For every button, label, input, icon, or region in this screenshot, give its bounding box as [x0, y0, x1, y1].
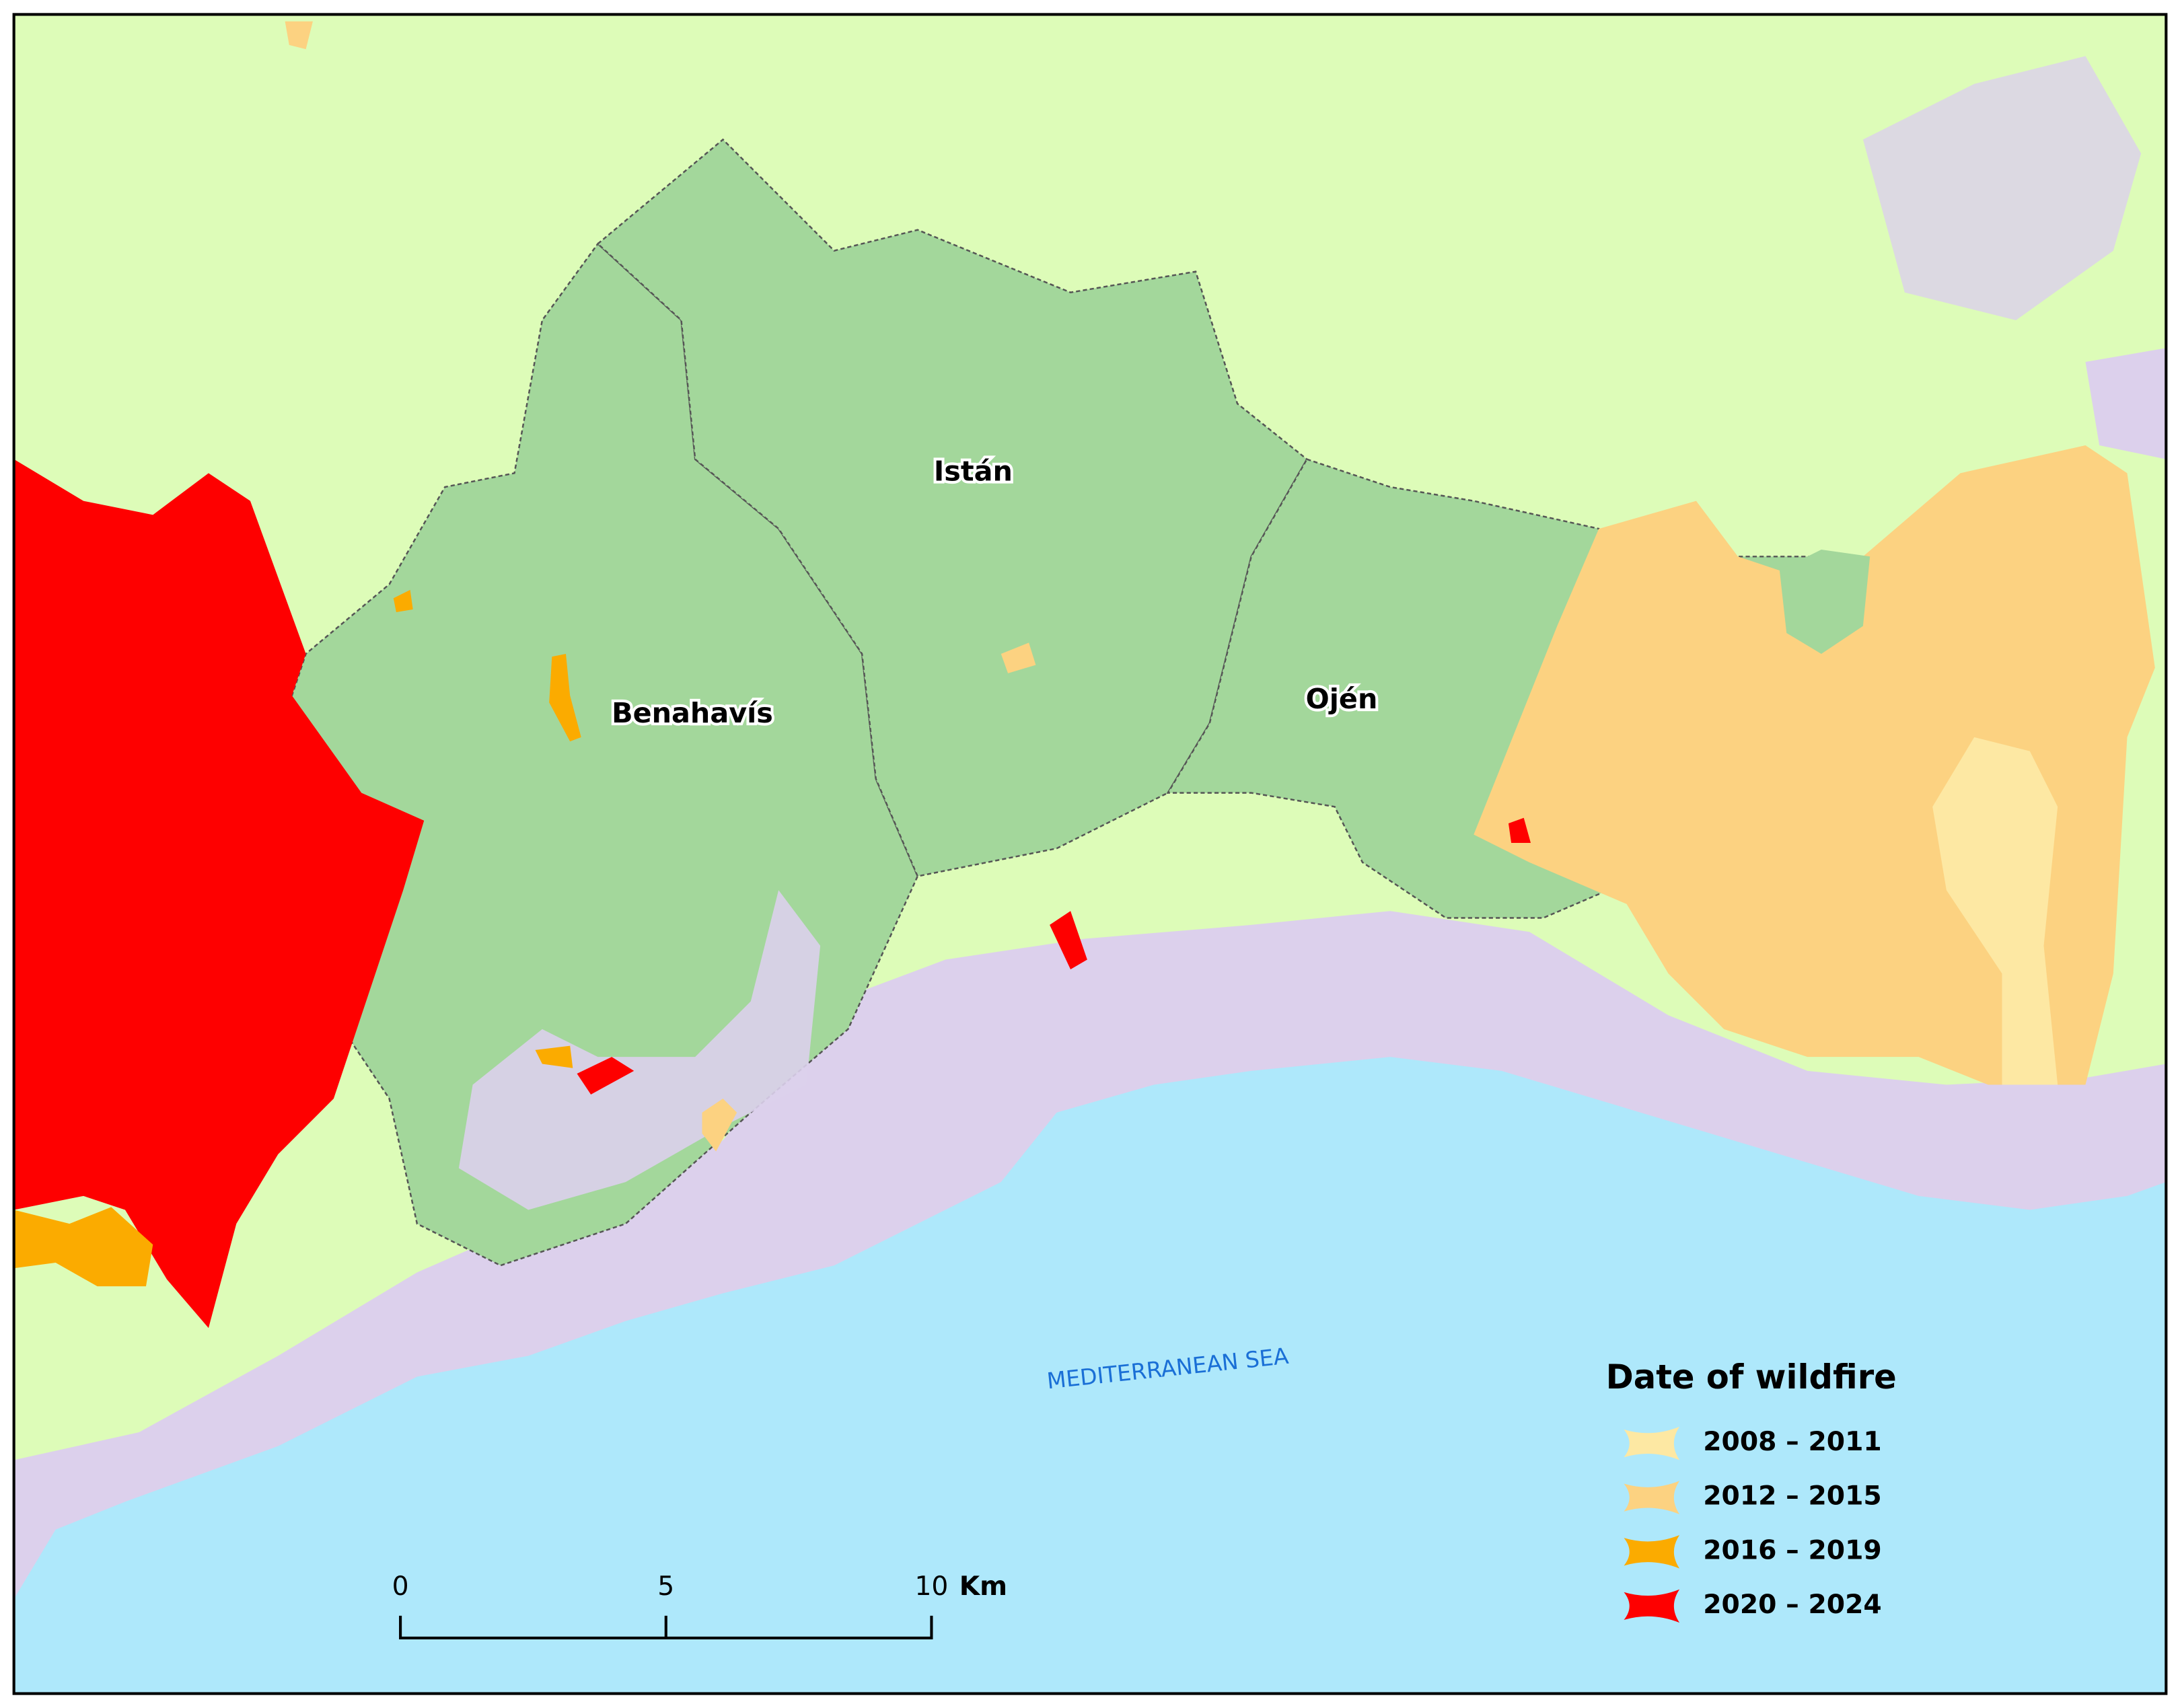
- legend-swatch: [1624, 1426, 1680, 1460]
- urban-areas: [458, 890, 821, 1210]
- wildfire-area: [1508, 817, 1531, 843]
- legend-label: 2020 – 2024: [1703, 1590, 1881, 1620]
- scale-unit: Km: [959, 1571, 1007, 1602]
- wildfire-area: [1001, 642, 1036, 673]
- municipality-label: Ojén: [1306, 683, 1378, 715]
- wildfire-area: [577, 1057, 634, 1094]
- legend: 2008 – 2011 2012 – 2015 2016 – 2019 2020 – …: [1624, 1426, 1882, 1623]
- scale-label: 10: [914, 1571, 948, 1602]
- sea: [13, 1057, 2167, 1694]
- legend-swatch: [1624, 1589, 1680, 1623]
- wildfire-area: [549, 653, 581, 742]
- legend-title: Date of wildfire: [1606, 1358, 1897, 1397]
- legend-label: 2012 – 2015: [1703, 1481, 1881, 1512]
- wildfire-area: [285, 21, 313, 50]
- scale-bar: 0 5 10 Km: [392, 1571, 1007, 1639]
- wildfire-area: [535, 1045, 573, 1068]
- legend-swatch: [1624, 1481, 1680, 1515]
- legend-label: 2016 – 2019: [1703, 1535, 1881, 1565]
- wildfire-area: [393, 589, 413, 612]
- legend-label: 2008 – 2011: [1703, 1427, 1881, 1457]
- scale-label: 0: [392, 1571, 409, 1602]
- wildfire-area: [13, 1207, 153, 1287]
- legend-swatch: [1624, 1535, 1680, 1569]
- map-frame: [12, 13, 2168, 1695]
- wildfire-area: [1050, 911, 1087, 970]
- wildfire-area: [702, 1099, 737, 1152]
- municipality-label: Benahavís: [612, 697, 773, 729]
- wildfire-area: [1932, 737, 2058, 1085]
- municipality-label: Istán: [934, 455, 1013, 487]
- unburnt-area: [1779, 549, 1870, 654]
- scale-label: 5: [657, 1571, 674, 1602]
